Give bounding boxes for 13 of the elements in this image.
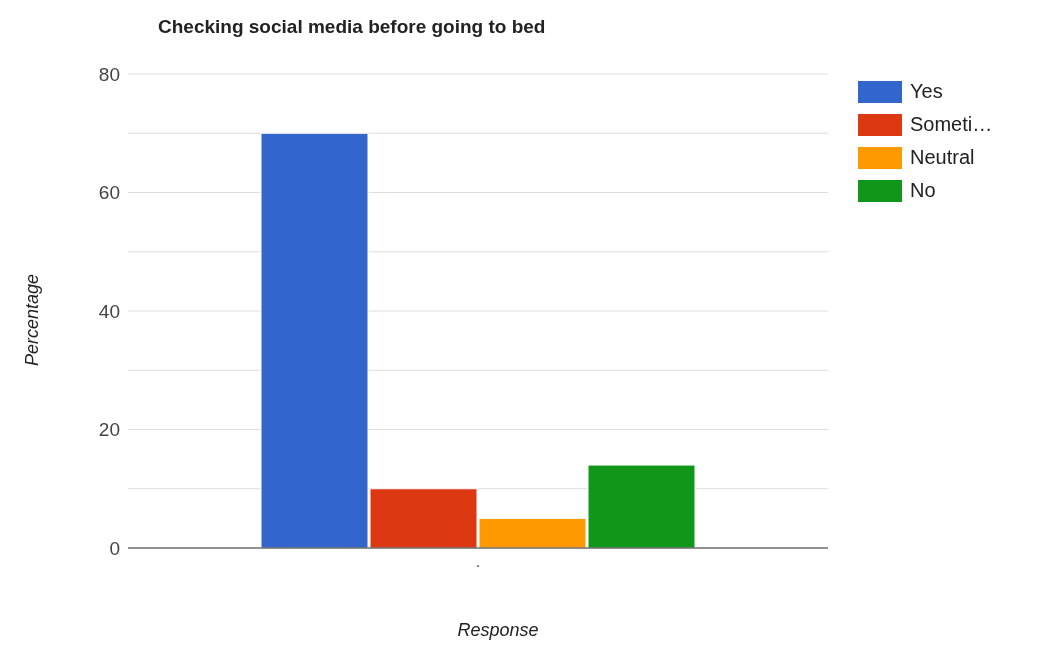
y-tick-label: 0 (109, 537, 120, 559)
legend-label: Neutral (910, 146, 975, 169)
legend-label: Someti… (910, 113, 993, 136)
x-axis-title: Response (456, 620, 540, 641)
y-tick-label: 60 (98, 182, 120, 204)
y-axis-title: Percentage (21, 273, 43, 367)
legend-label: No (910, 179, 936, 202)
x-tick-label: . (475, 553, 481, 571)
y-tick-label: 80 (98, 63, 120, 85)
y-tick-label: 40 (98, 300, 120, 322)
chart-title: Checking social media before going to bed (158, 16, 546, 38)
y-tick-label: 20 (98, 419, 120, 441)
legend-label: Yes (910, 80, 943, 103)
